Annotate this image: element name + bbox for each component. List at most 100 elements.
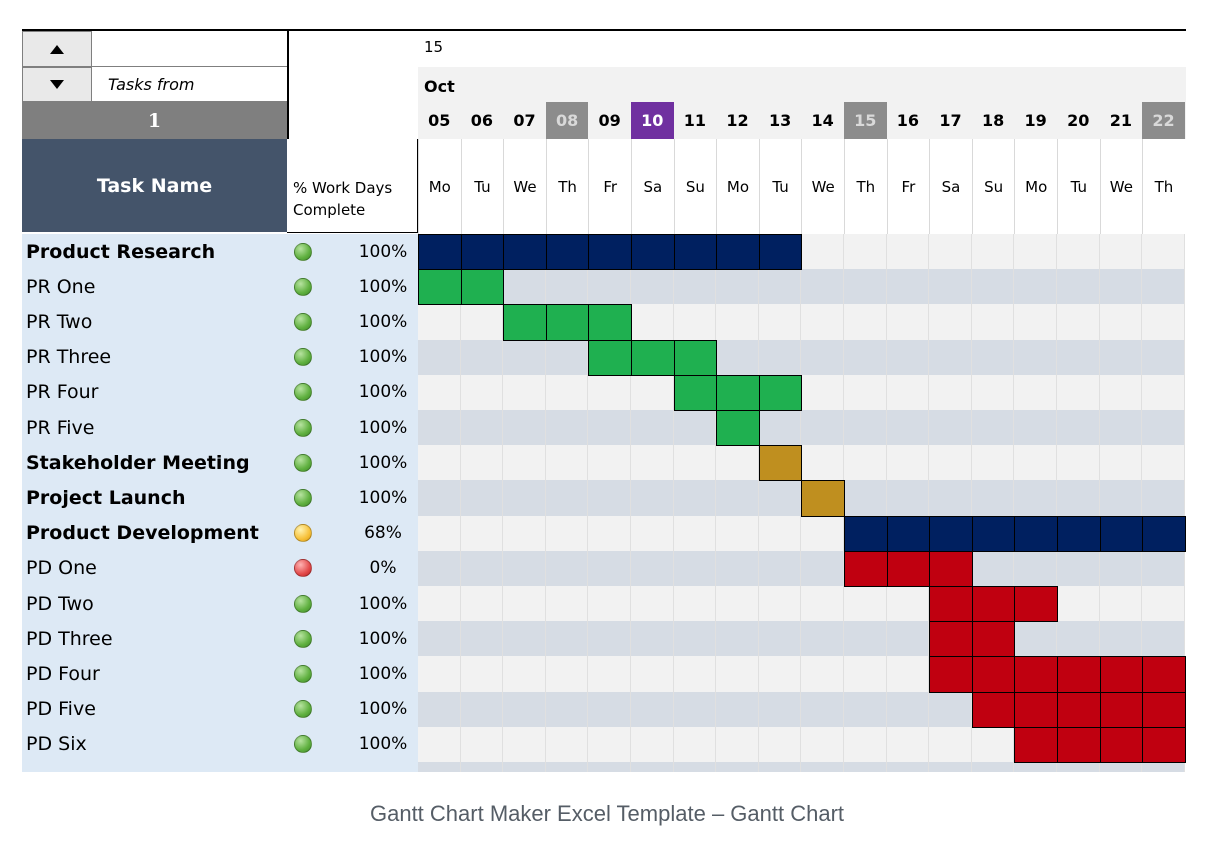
grid-cell (758, 691, 802, 727)
grid-cell (1099, 410, 1143, 446)
grid-cell (673, 304, 717, 340)
percent-complete-value: 0% (369, 558, 397, 579)
gantt-bar-cell (758, 445, 803, 482)
weekday-header-cell: Th (844, 139, 887, 234)
task-name[interactable]: Stakeholder Meeting (26, 451, 250, 474)
weekday-header-cell: Mo (716, 139, 759, 234)
status-green-icon (294, 418, 312, 437)
grid-cell (545, 374, 589, 410)
date-header-cell: 10 (631, 102, 674, 139)
grid-cell (1057, 550, 1100, 586)
grid-cell (418, 339, 461, 375)
grid-cell (631, 445, 674, 481)
gantt-bar-cell (503, 234, 547, 271)
status-green-icon (294, 700, 312, 719)
task-name[interactable]: PD Three (26, 627, 113, 650)
grid-cell (631, 304, 674, 340)
grid-cell (929, 762, 972, 772)
start-task-number-input[interactable]: 1 (22, 102, 287, 139)
task-name[interactable]: PR Five (26, 416, 95, 439)
grid-cell (801, 550, 844, 586)
gantt-bar-cell (716, 234, 760, 271)
percent-cell: 100% (292, 445, 412, 480)
status-green-icon (294, 594, 312, 613)
gantt-bar-cell (631, 339, 675, 376)
grid-cell (588, 762, 631, 772)
percent-complete-value: 100% (358, 241, 408, 262)
grid-cell (886, 691, 930, 727)
grid-cell (631, 550, 674, 586)
grid-cell (971, 480, 1015, 516)
gantt-bar-cell (1142, 515, 1186, 552)
percent-complete-value: 100% (358, 347, 408, 368)
percent-complete-value: 100% (358, 487, 408, 508)
grid-cell (886, 374, 930, 410)
task-name[interactable]: PD One (26, 557, 97, 580)
column-divider (287, 31, 289, 139)
grid-cell (588, 480, 631, 516)
grid-cell (971, 374, 1015, 410)
percent-cell: 100% (292, 375, 412, 410)
grid-cell (1014, 621, 1057, 657)
task-name[interactable]: Project Launch (26, 486, 186, 509)
task-name[interactable]: PD Two (26, 592, 94, 615)
gantt-bar-cell (929, 656, 973, 693)
grid-cell (716, 691, 759, 727)
gantt-bar-cell (1014, 726, 1058, 763)
grid-cell (801, 339, 844, 375)
task-name[interactable]: PR Two (26, 310, 93, 333)
percent-complete-value: 100% (358, 663, 408, 684)
grid-cell (1099, 445, 1143, 481)
grid-cell (971, 304, 1015, 340)
task-name[interactable]: PR One (26, 275, 96, 298)
grid-cell (886, 586, 930, 622)
scroll-down-button[interactable] (22, 67, 92, 102)
task-name[interactable]: PD Four (26, 662, 100, 685)
date-header-cell: 07 (513, 111, 536, 130)
grid-cell (545, 269, 589, 305)
gantt-bar-cell (503, 304, 547, 341)
status-green-icon (294, 277, 312, 296)
gantt-bar-cell (886, 550, 931, 587)
task-name[interactable]: PR Four (26, 381, 99, 404)
grid-cell (460, 726, 504, 762)
weekday-header-cell: Tu (758, 139, 802, 234)
gantt-bar-cell (929, 621, 973, 658)
task-name[interactable]: Product Development (26, 522, 259, 545)
grid-cell (673, 269, 717, 305)
grid-cell (801, 691, 844, 727)
grid-cell (1057, 621, 1100, 657)
weekday-header-cell: Th (1142, 139, 1185, 234)
grid-cell (801, 304, 844, 340)
grid-cell (418, 621, 461, 657)
task-name[interactable]: PD Five (26, 698, 96, 721)
grid-cell (1057, 762, 1100, 772)
grid-cell (1099, 304, 1143, 340)
grid-cell (971, 339, 1015, 375)
grid-cell (1057, 410, 1100, 446)
percent-cell: 100% (292, 621, 412, 656)
grid-cell (545, 410, 589, 446)
gantt-bar-cell (1057, 691, 1101, 728)
gantt-bar-cell (418, 269, 462, 306)
gantt-bar-cell (460, 269, 505, 306)
status-green-icon (294, 242, 312, 261)
grid-cell (418, 656, 461, 692)
gantt-bar-cell (758, 374, 803, 411)
task-name[interactable]: Product Research (26, 240, 216, 263)
task-name[interactable]: PD Six (26, 733, 87, 756)
grid-cell (673, 445, 717, 481)
grid-cell (631, 410, 674, 446)
scroll-up-button[interactable] (22, 31, 92, 67)
date-header-cell: 21 (1109, 111, 1133, 130)
gantt-bar-cell (1014, 691, 1058, 728)
grid-cell (1014, 410, 1057, 446)
weekday-header-cell: We (1099, 139, 1143, 234)
grid-cell (844, 269, 887, 305)
grid-cell (1057, 269, 1100, 305)
gantt-bar-cell (971, 656, 1016, 693)
grid-cell (588, 515, 631, 551)
grid-cell (1142, 480, 1185, 516)
percent-cell: 100% (292, 692, 412, 727)
task-name[interactable]: PR Three (26, 346, 112, 369)
